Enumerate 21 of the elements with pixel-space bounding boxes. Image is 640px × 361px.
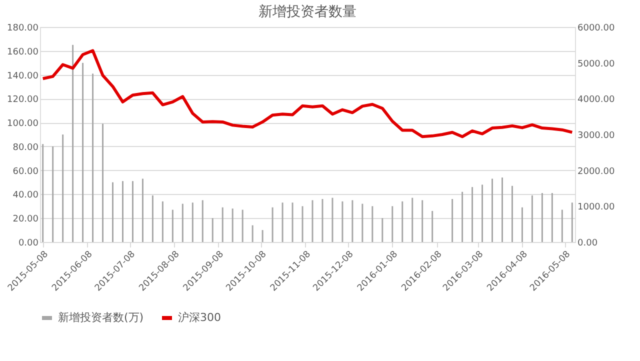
- legend-label: 新增投资者数(万): [58, 311, 144, 324]
- y-tick-label: 140.00: [7, 71, 39, 82]
- y-tick-label: 20.00: [12, 214, 39, 225]
- y-tick-label: 0.00: [18, 238, 39, 248]
- chart-title: 新增投资者数量: [258, 4, 356, 20]
- legend-label: 沪深300: [178, 311, 221, 324]
- y2-tick-label: 3000.00: [578, 131, 615, 141]
- y-tick-label: 60.00: [12, 166, 39, 177]
- y2-tick-label: 6000.00: [578, 24, 615, 34]
- y-tick-label: 80.00: [12, 142, 39, 153]
- y-tick-label: 100.00: [7, 119, 39, 130]
- y2-tick-label: 5000.00: [578, 59, 615, 70]
- y-tick-label: 120.00: [7, 95, 39, 106]
- y-tick-label: 180.00: [7, 24, 39, 34]
- y-tick-label: 160.00: [7, 47, 39, 58]
- y2-tick-label: 0.00: [578, 238, 598, 248]
- line-series: [41, 49, 574, 138]
- y2-tick-label: 2000.00: [578, 166, 615, 177]
- y-tick-label: 40.00: [12, 190, 39, 201]
- y2-tick-label: 1000.00: [578, 202, 615, 213]
- y2-tick-label: 4000.00: [578, 95, 615, 106]
